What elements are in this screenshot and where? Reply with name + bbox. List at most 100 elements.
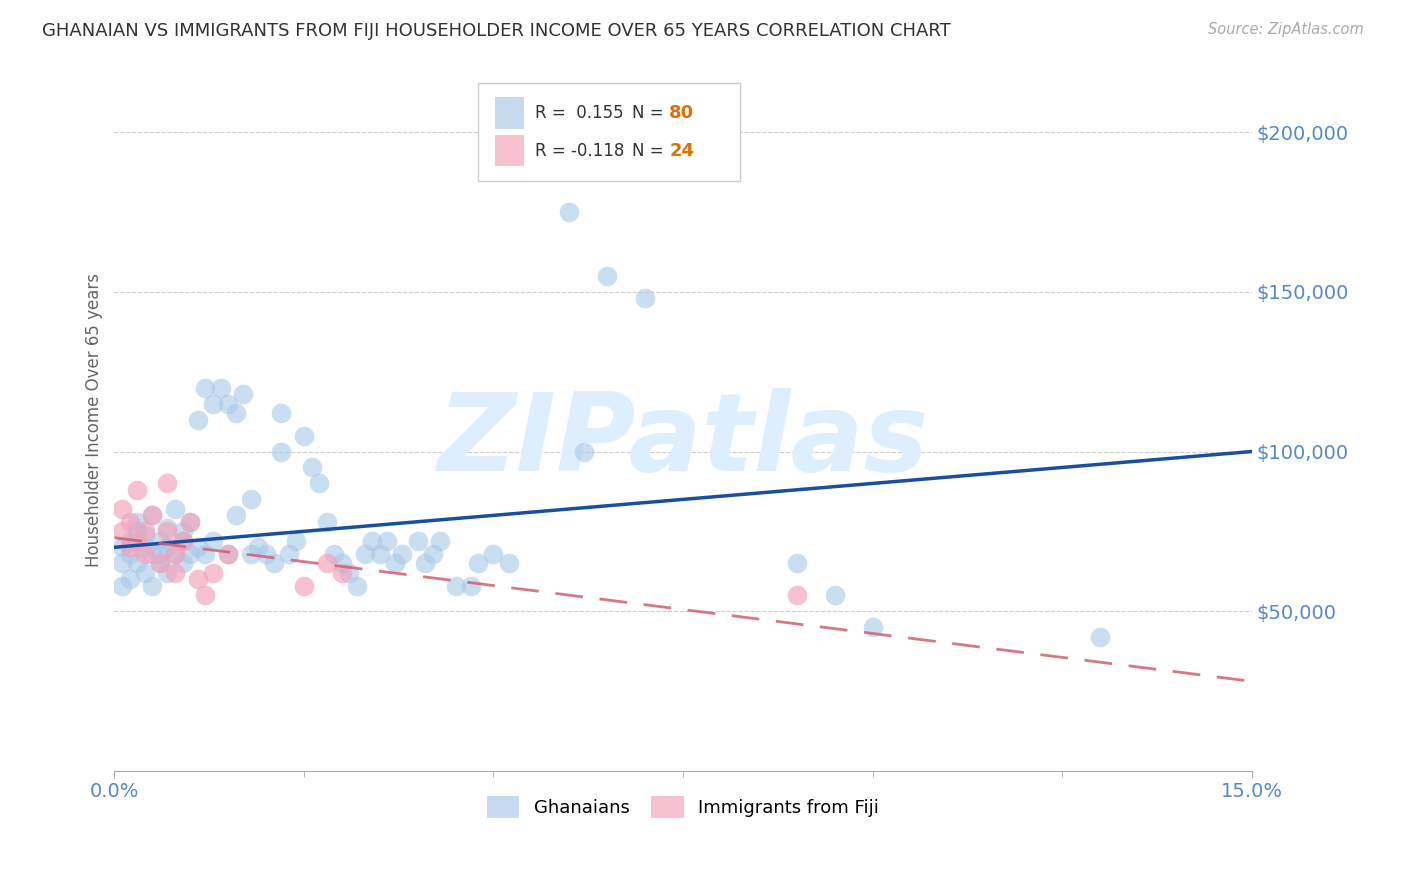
- Point: [786, 588, 808, 602]
- Point: [172, 524, 194, 539]
- Point: [149, 533, 172, 548]
- Point: [339, 566, 361, 580]
- Point: [172, 533, 194, 548]
- Point: [165, 566, 187, 580]
- Point: [118, 533, 141, 548]
- Point: [315, 556, 337, 570]
- Point: [179, 515, 201, 529]
- Text: 24: 24: [669, 142, 695, 160]
- Point: [194, 381, 217, 395]
- Point: [194, 588, 217, 602]
- Point: [862, 620, 884, 634]
- Point: [786, 556, 808, 570]
- Point: [141, 508, 163, 523]
- Point: [118, 572, 141, 586]
- Point: [134, 566, 156, 580]
- Point: [330, 556, 353, 570]
- Point: [406, 533, 429, 548]
- Point: [149, 556, 172, 570]
- Point: [634, 291, 657, 305]
- Point: [558, 205, 581, 219]
- Point: [201, 566, 224, 580]
- Legend: Ghanaians, Immigrants from Fiji: Ghanaians, Immigrants from Fiji: [479, 789, 886, 825]
- Point: [134, 524, 156, 539]
- Text: ZIPatlas: ZIPatlas: [437, 388, 928, 493]
- Point: [292, 428, 315, 442]
- Point: [111, 578, 134, 592]
- Point: [165, 547, 187, 561]
- Text: GHANAIAN VS IMMIGRANTS FROM FIJI HOUSEHOLDER INCOME OVER 65 YEARS CORRELATION CH: GHANAIAN VS IMMIGRANTS FROM FIJI HOUSEHO…: [42, 22, 950, 40]
- Point: [141, 508, 163, 523]
- Point: [1088, 630, 1111, 644]
- Point: [141, 547, 163, 561]
- Point: [232, 387, 254, 401]
- Point: [422, 547, 444, 561]
- Point: [134, 547, 156, 561]
- Point: [118, 515, 141, 529]
- Point: [824, 588, 846, 602]
- Point: [574, 444, 596, 458]
- Point: [225, 508, 247, 523]
- Point: [111, 502, 134, 516]
- Point: [194, 547, 217, 561]
- Bar: [495, 97, 524, 128]
- Point: [292, 578, 315, 592]
- Point: [111, 541, 134, 555]
- Point: [315, 515, 337, 529]
- Point: [413, 556, 436, 570]
- Text: Source: ZipAtlas.com: Source: ZipAtlas.com: [1208, 22, 1364, 37]
- Text: 80: 80: [669, 103, 695, 121]
- Point: [247, 541, 270, 555]
- Point: [346, 578, 368, 592]
- Point: [156, 521, 179, 535]
- Point: [165, 502, 187, 516]
- Point: [277, 547, 299, 561]
- Point: [156, 524, 179, 539]
- Point: [149, 556, 172, 570]
- Point: [134, 527, 156, 541]
- Point: [323, 547, 346, 561]
- Point: [263, 556, 285, 570]
- Point: [187, 541, 209, 555]
- Point: [209, 381, 232, 395]
- Point: [239, 492, 262, 507]
- Point: [467, 556, 489, 570]
- Point: [482, 547, 505, 561]
- Point: [156, 476, 179, 491]
- Point: [127, 515, 149, 529]
- Point: [217, 547, 239, 561]
- Point: [165, 547, 187, 561]
- Text: R = -0.118: R = -0.118: [536, 142, 624, 160]
- Point: [270, 406, 292, 420]
- Point: [368, 547, 391, 561]
- Point: [172, 533, 194, 548]
- Point: [498, 556, 520, 570]
- Point: [201, 533, 224, 548]
- Point: [127, 483, 149, 497]
- Point: [141, 578, 163, 592]
- Point: [444, 578, 467, 592]
- Point: [391, 547, 413, 561]
- Point: [172, 556, 194, 570]
- Point: [217, 397, 239, 411]
- Point: [201, 397, 224, 411]
- Point: [361, 533, 384, 548]
- Point: [429, 533, 451, 548]
- Point: [127, 524, 149, 539]
- Point: [217, 547, 239, 561]
- Point: [179, 515, 201, 529]
- Point: [353, 547, 375, 561]
- Point: [149, 547, 172, 561]
- Point: [330, 566, 353, 580]
- Point: [187, 572, 209, 586]
- FancyBboxPatch shape: [478, 83, 740, 181]
- Point: [127, 533, 149, 548]
- Point: [270, 444, 292, 458]
- Point: [111, 556, 134, 570]
- Point: [384, 556, 406, 570]
- Point: [225, 406, 247, 420]
- Point: [301, 460, 323, 475]
- Text: R =  0.155: R = 0.155: [536, 103, 624, 121]
- Point: [156, 566, 179, 580]
- Point: [254, 547, 277, 561]
